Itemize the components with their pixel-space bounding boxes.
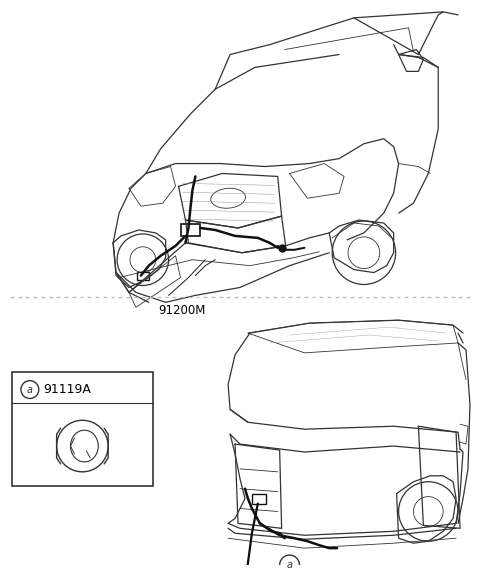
FancyBboxPatch shape [137, 271, 149, 279]
FancyBboxPatch shape [252, 494, 266, 503]
Text: 91200M: 91200M [159, 304, 206, 317]
Text: a: a [287, 560, 293, 570]
Text: 91119A: 91119A [44, 383, 92, 396]
FancyBboxPatch shape [12, 372, 153, 486]
Text: a: a [27, 385, 33, 394]
FancyBboxPatch shape [180, 224, 200, 236]
